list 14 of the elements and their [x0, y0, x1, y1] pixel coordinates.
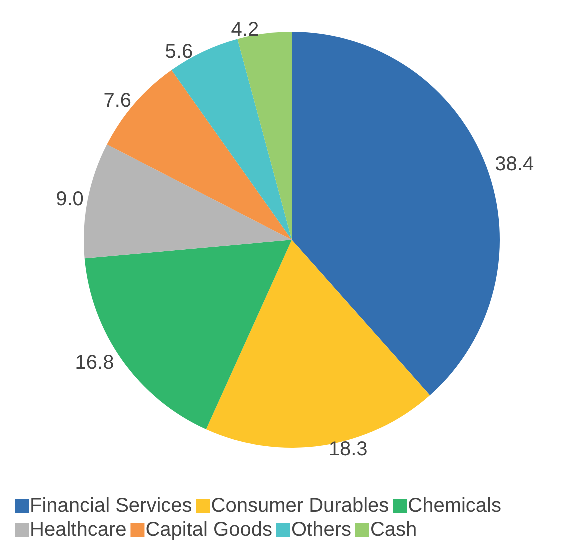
- data-label: 38.4: [495, 154, 534, 176]
- data-label: 9.0: [56, 188, 84, 210]
- legend-label: Capital Goods: [146, 519, 272, 541]
- data-label: 16.8: [75, 352, 114, 374]
- data-label: 5.6: [165, 40, 194, 63]
- legend-label: Chemicals: [408, 495, 502, 517]
- data-label: 4.2: [231, 18, 260, 41]
- legend-label: Cash: [370, 519, 418, 541]
- legend-label: Healthcare: [30, 519, 127, 541]
- data-label: 7.6: [104, 90, 132, 112]
- legend-label: Others: [291, 519, 352, 541]
- legend-label: Consumer Durables: [211, 495, 390, 517]
- legend-label: Financial Services: [30, 495, 192, 517]
- data-label: 18.3: [328, 438, 368, 461]
